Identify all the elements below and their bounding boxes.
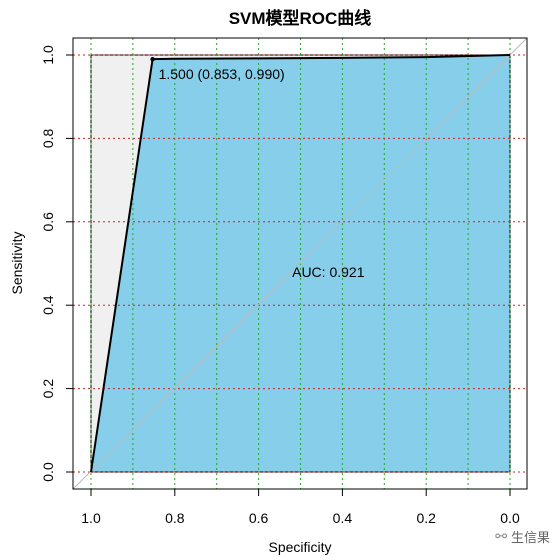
- watermark-text: 生信果: [510, 530, 550, 545]
- plot-frame: [72, 37, 528, 490]
- y-tick-label: 0.0: [40, 462, 56, 482]
- x-tick-label: 0.8: [165, 510, 185, 526]
- x-axis-label: Specificity: [268, 539, 331, 555]
- x-tick-label: 0.2: [416, 510, 436, 526]
- threshold-label: 1.500 (0.853, 0.990): [159, 66, 285, 82]
- x-tick-label: 0.4: [333, 510, 353, 526]
- threshold-point: [150, 56, 155, 62]
- wechat-icon: ⚯: [495, 528, 507, 544]
- plot-area: 1.0 0.8 0.6 0.4 0.2 0.0 0.0 0.2 0.4 0.6 0.8 1.0: [40, 37, 528, 526]
- y-tick-label: 0.8: [40, 128, 56, 148]
- y-axis-label: Sensitivity: [9, 231, 25, 294]
- auc-label: AUC: 0.921: [292, 264, 365, 280]
- y-tick-label: 0.6: [40, 212, 56, 232]
- chart-title: SVM模型ROC曲线: [229, 8, 372, 28]
- y-tick-label: 0.2: [40, 379, 56, 399]
- x-tick-label: 1.0: [81, 510, 101, 526]
- upper-region: [91, 55, 510, 472]
- y-tick-label: 0.4: [40, 295, 56, 315]
- x-tick-label: 0.6: [249, 510, 269, 526]
- watermark: ⚯ 生信果: [495, 527, 550, 546]
- y-tick-label: 1.0: [40, 45, 56, 65]
- diagonal-line: [72, 37, 528, 490]
- x-tick-label: 0.0: [500, 510, 520, 526]
